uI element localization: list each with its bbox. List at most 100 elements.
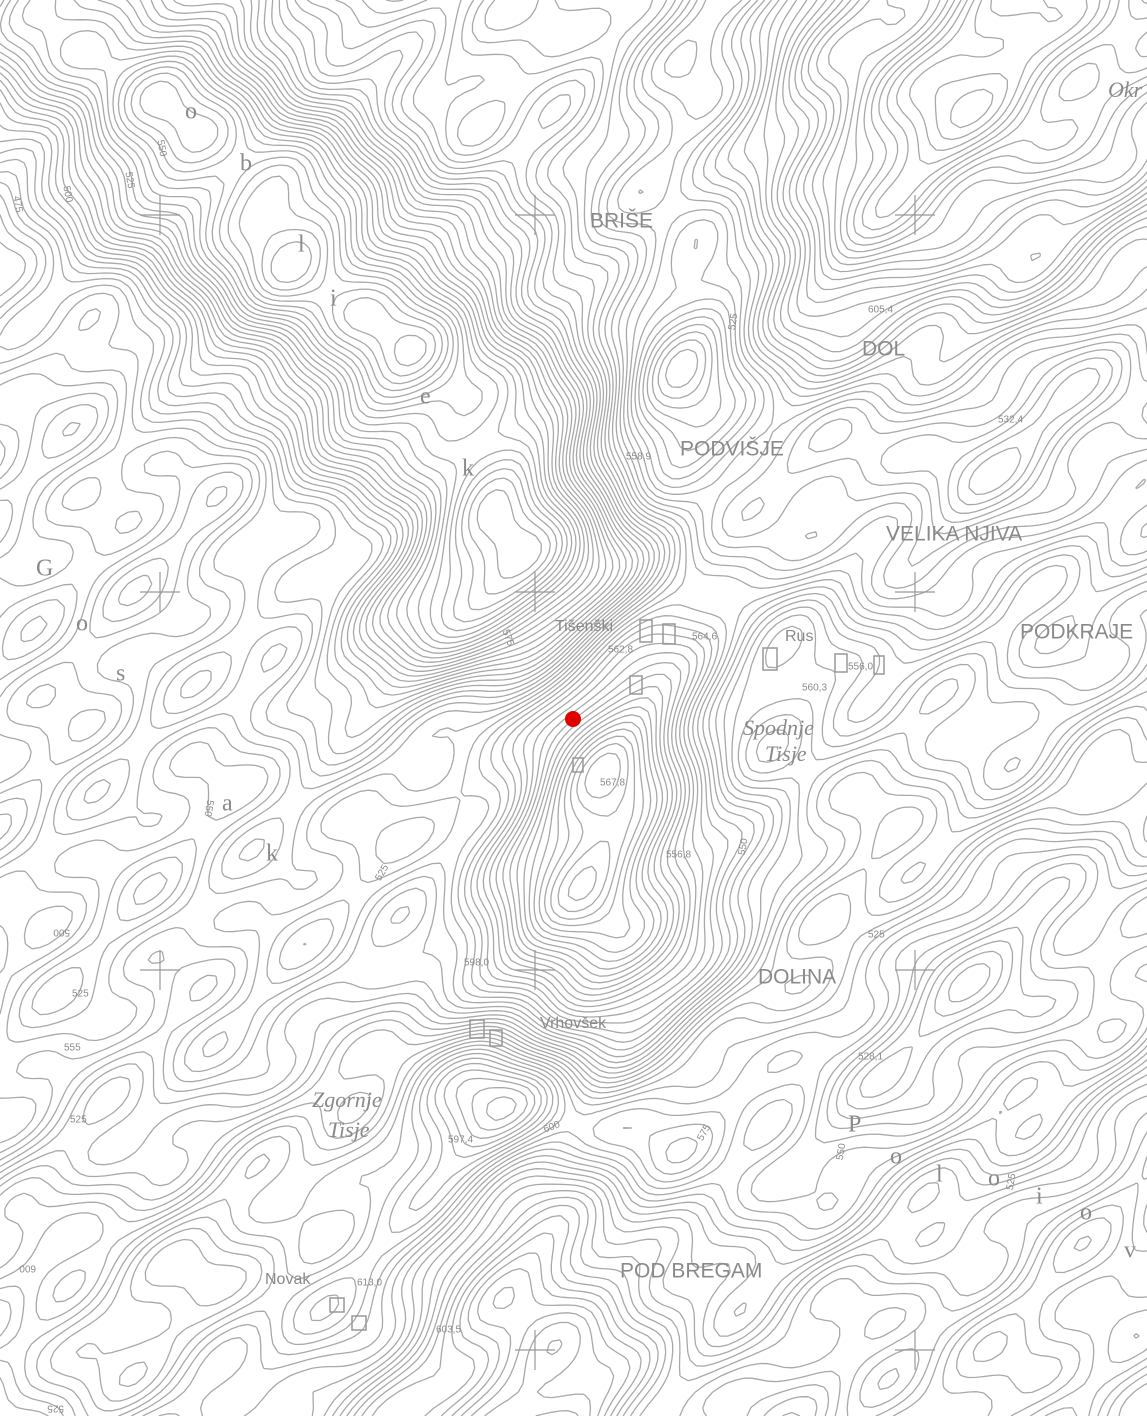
contour-line (516, 323, 1101, 977)
contour-label: 550 (835, 1142, 849, 1161)
contour-label: 500 (60, 185, 74, 204)
terrain-letter: k (462, 456, 474, 482)
contour-label: 555 (64, 1043, 81, 1054)
terrain-letter: l (298, 232, 305, 258)
spot-height: 567,8 (600, 778, 625, 789)
contour-line (470, 0, 1147, 1416)
place-name: BRIŠE (590, 210, 653, 233)
contour-line (270, 241, 427, 367)
spot-height: 528,1 (858, 1052, 883, 1063)
contour-line (8, 0, 1063, 1131)
spot-height: 598,0 (464, 958, 489, 969)
terrain-letter: e (420, 384, 431, 410)
contour-line (117, 60, 558, 611)
spot-heights: 605,4 532,4 558,9 562,8 564,6 556,0 560,… (357, 305, 1023, 1336)
place-name: Vrhovšek (540, 1015, 607, 1032)
spot-height: 564,6 (692, 632, 717, 643)
contour-line (538, 721, 652, 939)
contour-label: 525 (1005, 1172, 1019, 1191)
contour-label: 525 (47, 1402, 64, 1413)
contour-label: 550 (154, 139, 168, 158)
contour-label: 500 (53, 926, 70, 937)
spot-height: 556,8 (666, 850, 691, 861)
terrain-letter: o (890, 1144, 902, 1170)
contour-line (533, 348, 699, 954)
spot-height: 562,8 (608, 645, 633, 656)
terrain-letter: i (330, 286, 337, 312)
terrain-letter: P (848, 1112, 861, 1138)
spot-height: 556,0 (848, 662, 873, 673)
contour-line (130, 72, 542, 579)
place-names: BRIŠE DOL PODVIŠJE VELIKA NJIVA PODKRAJE… (265, 77, 1143, 1288)
terrain-letter: b (240, 151, 252, 177)
place-name: Zgornje (312, 1087, 382, 1112)
place-name: Spodnje (743, 715, 814, 740)
contour-label: 550 (737, 837, 751, 856)
place-name: Okr (1108, 77, 1143, 102)
contour-line (112, 55, 563, 623)
contour-line (0, 0, 1088, 1139)
contour-line (21, 0, 994, 1121)
contour-label: 525 (122, 171, 136, 190)
contour-line (482, 0, 1147, 1416)
place-name: Tišenški (555, 618, 613, 635)
contour-label: 475 (10, 195, 24, 214)
grid-crosses (140, 195, 935, 1370)
place-name: VELIKA NJIVA (886, 523, 1022, 546)
contour-line (543, 728, 644, 927)
spot-height: 558,9 (626, 452, 651, 463)
contour-label: 550 (201, 799, 215, 818)
terrain-letter: o (1080, 1200, 1092, 1226)
place-name: PODKRAJE (1020, 621, 1133, 644)
place-name: Novak (265, 1271, 311, 1288)
contour-line (523, 331, 1022, 970)
location-marker (565, 711, 581, 727)
terrain-letter: o (988, 1166, 1000, 1192)
place-name: Rus (785, 628, 813, 645)
contour-label: 525 (868, 930, 885, 941)
contour-labels: 550 525 500 475 525 550 575 525 550 600 … (10, 139, 1018, 1413)
spot-height: 605,4 (868, 305, 893, 316)
place-name: Tisje (328, 1117, 370, 1142)
place-name: DOL (862, 338, 905, 361)
contour-line (567, 752, 622, 902)
contour-label: 525 (72, 989, 89, 1000)
contour-line (502, 308, 1123, 990)
contour-label: 575 (695, 1122, 713, 1142)
contour-line (0, 0, 1101, 1148)
place-name: PODVIŠJE (680, 438, 784, 461)
spot-height: 597,4 (448, 1135, 473, 1146)
place-name: DOLINA (758, 966, 836, 989)
terrain-letter: v (1124, 1238, 1136, 1264)
contour-line (509, 316, 1113, 984)
spot-height: 560,3 (802, 683, 827, 694)
contour-label: 525 (373, 862, 391, 882)
terrain-letter: o (76, 611, 88, 637)
contour-line (488, 0, 1147, 1002)
contour-label: 525 (70, 1115, 87, 1126)
contour-line (0, 0, 1111, 1159)
terrain-letter: k (266, 841, 278, 867)
place-name: POD BREGAM (620, 1260, 762, 1283)
terrain-letters: o b l i e k G o s a k P o l o i o v (36, 99, 1136, 1264)
contour-line (261, 228, 437, 377)
contour-line (550, 735, 636, 920)
terrain-letter: l (936, 1162, 943, 1188)
terrain-letter: o (185, 99, 197, 125)
